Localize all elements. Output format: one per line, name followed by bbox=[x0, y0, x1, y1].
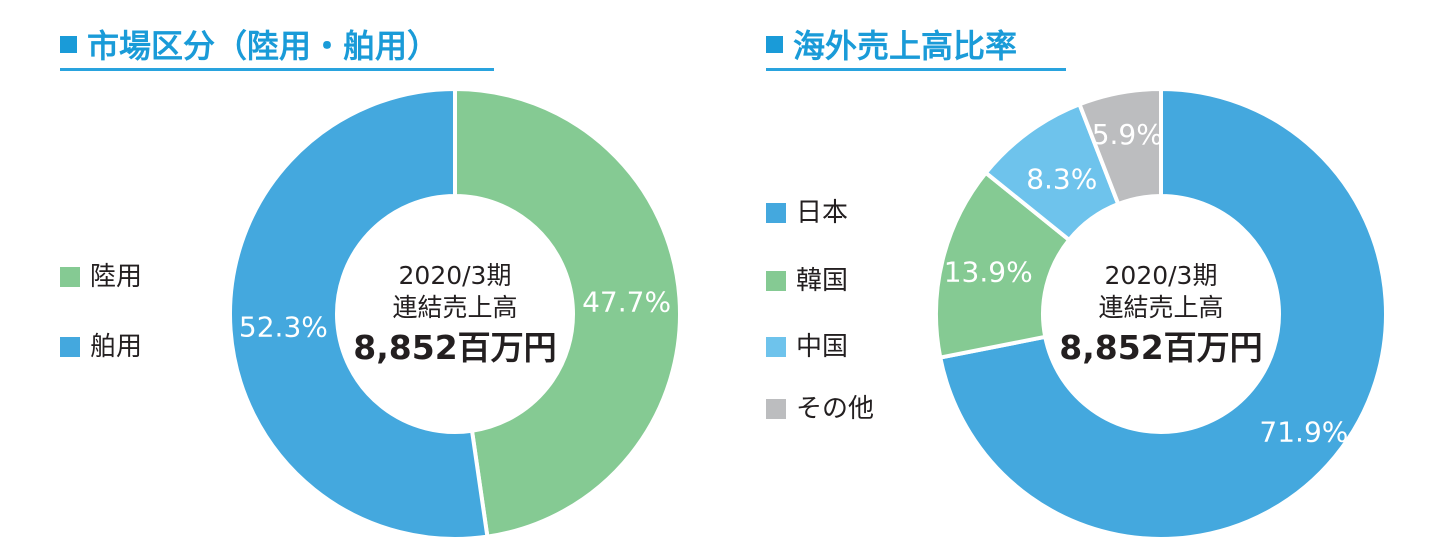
slice-label-marine: 52.3% bbox=[239, 310, 328, 343]
legend-item-other: その他 bbox=[766, 394, 874, 424]
slice-label-korea: 13.9% bbox=[944, 255, 1033, 288]
market-segment-donut: 47.7% 52.3% bbox=[228, 86, 682, 541]
legend-swatch-land bbox=[60, 267, 80, 287]
right-center-period: 2020/3期 bbox=[1105, 261, 1218, 290]
legend-swatch-korea bbox=[766, 271, 786, 291]
left-center-period: 2020/3期 bbox=[399, 261, 512, 290]
legend-label-marine: 舶用 bbox=[90, 332, 143, 362]
legend-item-korea: 韓国 bbox=[766, 266, 848, 296]
slice-label-china: 8.3% bbox=[1026, 162, 1097, 195]
legend-item-land: 陸用 bbox=[60, 262, 142, 292]
overseas-ratio-donut: 71.9% 13.9% 8.3% 5.9% bbox=[934, 86, 1388, 541]
left-center-caption: 連結売上高 bbox=[392, 293, 517, 322]
overseas-ratio-title-text: 海外売上高比率 bbox=[793, 27, 1018, 65]
slice-marine bbox=[228, 86, 490, 541]
right-center-caption: 連結売上高 bbox=[1098, 293, 1223, 322]
legend-item-marine: 舶用 bbox=[60, 332, 142, 362]
legend-swatch-marine bbox=[60, 337, 80, 357]
slice-label-other: 5.9% bbox=[1092, 118, 1163, 151]
slice-japan bbox=[937, 86, 1388, 541]
legend-label-other: その他 bbox=[796, 394, 875, 424]
legend-item-china: 中国 bbox=[766, 332, 848, 362]
title-square-icon bbox=[60, 36, 77, 53]
legend-label-japan: 日本 bbox=[796, 198, 849, 228]
legend-label-land: 陸用 bbox=[90, 262, 143, 292]
legend-label-china: 中国 bbox=[796, 332, 849, 362]
market-segment-title: 市場区分（陸用・舶用） bbox=[60, 24, 494, 71]
left-center-amount: 8,852百万円 bbox=[353, 328, 556, 367]
slice-label-japan: 71.9% bbox=[1259, 416, 1348, 449]
legend-swatch-japan bbox=[766, 203, 786, 223]
slice-land bbox=[453, 86, 682, 539]
overseas-ratio-title: 海外売上高比率 bbox=[766, 24, 1066, 71]
title-square-icon bbox=[766, 36, 783, 53]
legend-swatch-china bbox=[766, 337, 786, 357]
slice-label-land: 47.7% bbox=[582, 286, 671, 319]
legend-swatch-other bbox=[766, 399, 786, 419]
slice-other bbox=[1076, 86, 1163, 207]
market-segment-title-text: 市場区分（陸用・舶用） bbox=[87, 27, 440, 65]
right-center-amount: 8,852百万円 bbox=[1059, 328, 1262, 367]
legend-item-japan: 日本 bbox=[766, 198, 848, 228]
legend-label-korea: 韓国 bbox=[796, 266, 849, 296]
